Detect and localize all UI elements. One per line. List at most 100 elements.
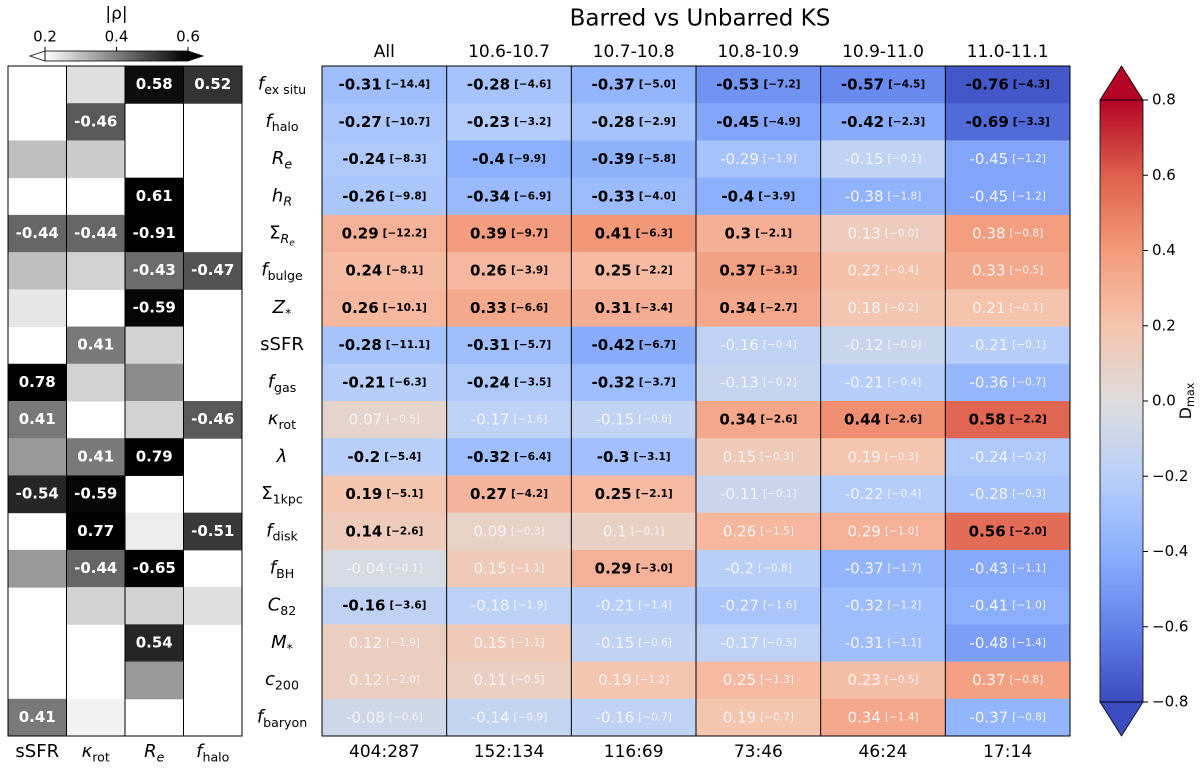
heatmap-cell xyxy=(571,140,697,179)
colorbar-tick-label: −0.8 xyxy=(1152,693,1188,711)
cell-bracket: [−3.6] xyxy=(389,600,426,612)
label-main: sSFR xyxy=(260,334,304,355)
cell-value: 0.13 xyxy=(847,224,880,242)
cell-value: 0.19 xyxy=(723,708,756,726)
heatmap-cell xyxy=(446,438,572,476)
cell-bracket: [−0.8] xyxy=(1010,674,1044,686)
cell-bracket: [−0.1] xyxy=(1012,339,1046,351)
heatmap-cell xyxy=(820,66,946,104)
colorbar-tick-label: −0.4 xyxy=(1152,542,1188,560)
cell-value: -0.37 xyxy=(969,708,1008,726)
heatmap-cell xyxy=(446,177,572,216)
label-sub: bulge xyxy=(268,268,303,283)
cell-label: -0.16 [−0.7] xyxy=(595,708,672,726)
cell-value: 0.12 xyxy=(349,633,382,651)
cell-value: -0.26 xyxy=(342,187,385,205)
heatmap-cell xyxy=(125,289,184,328)
row-label: Σ1kpc xyxy=(261,483,303,506)
heatmap-cell xyxy=(125,661,184,700)
heatmap-cell xyxy=(322,587,448,625)
heatmap-cell xyxy=(696,289,822,328)
cell-bracket: [−1.0] xyxy=(1012,600,1046,612)
cell-value: -0.28 xyxy=(467,75,510,93)
cell-value: 0.3 xyxy=(725,224,752,242)
heatmap-cell xyxy=(66,103,126,141)
heatmap-cell xyxy=(696,103,822,141)
heatmap-cell xyxy=(446,661,572,700)
cell-bracket: [−0.4] xyxy=(888,488,922,500)
heatmap-cell xyxy=(125,177,184,216)
heatmap-cell xyxy=(8,363,67,402)
cell-value: -0.34 xyxy=(467,187,510,205)
cell-bracket: [−4.6] xyxy=(514,79,551,91)
cell-label: -0.42 [−6.7] xyxy=(592,336,676,354)
heatmap-cell xyxy=(945,363,1071,402)
column-footer: 404:287 xyxy=(349,742,420,762)
cell-label: 0.26 [−1.5] xyxy=(723,522,794,540)
cell-label: 0.56 [−2.0] xyxy=(969,522,1047,540)
heatmap-cell xyxy=(183,512,243,551)
cell-label: -0.46 xyxy=(74,112,117,130)
heatmap-cell xyxy=(820,438,946,476)
label-main: f xyxy=(270,558,279,579)
cell-value: 0.39 xyxy=(470,224,507,242)
label-sub: * xyxy=(287,640,293,655)
heatmap-cell xyxy=(820,252,946,290)
heatmap-cell xyxy=(696,661,822,700)
cell-bracket: [−2.1] xyxy=(636,488,673,500)
label-sub: * xyxy=(285,305,291,320)
cell-bracket: [−2.6] xyxy=(885,414,922,426)
heatmap-cell xyxy=(820,512,946,551)
cell-bracket: [−1.6] xyxy=(763,600,797,612)
row-label: fbulge xyxy=(261,260,303,283)
cell-bracket: [−9.8] xyxy=(389,190,426,202)
cell-label: 0.79 xyxy=(136,447,173,465)
cell-value: -0.42 xyxy=(841,112,884,130)
heatmap-cell xyxy=(696,698,822,737)
heatmap-cell xyxy=(696,363,822,402)
label-sub: BH xyxy=(276,565,294,580)
cell-bracket: [−0.8] xyxy=(758,563,792,575)
cell-bracket: [−14.4] xyxy=(386,79,430,91)
heatmap-cell xyxy=(322,401,448,439)
heatmap-cell xyxy=(820,140,946,179)
cell-label: -0.2 [−5.4] xyxy=(347,447,421,465)
cell-bracket: [−0.1] xyxy=(1010,302,1044,314)
heatmap-cell xyxy=(446,475,572,514)
cell-bracket: [−0.7] xyxy=(760,711,794,723)
row-label: λ xyxy=(276,446,288,467)
cell-label: 0.41 xyxy=(77,336,114,354)
heatmap-cell xyxy=(66,252,126,290)
cell-value: -0.21 xyxy=(595,596,634,614)
heatmap-cell xyxy=(446,326,572,365)
cell-value: -0.3 xyxy=(597,447,630,465)
cell-label: -0.45 [−1.2] xyxy=(969,187,1046,205)
cell-label: -0.21 [−0.1] xyxy=(969,336,1046,354)
heatmap-cell xyxy=(322,363,448,402)
cell-value: 0.21 xyxy=(972,298,1005,316)
label-sub: max xyxy=(1184,382,1197,407)
colorbar-tick-label: 0.2 xyxy=(1152,316,1176,334)
heatmap-cell xyxy=(183,252,243,290)
cell-label: 0.58 xyxy=(136,75,173,93)
cell-value: -0.31 xyxy=(339,75,382,93)
colorbar-extend-low xyxy=(1099,701,1144,737)
row-label: fgas xyxy=(268,371,297,394)
heatmap-cell xyxy=(945,475,1071,514)
heatmap-cell xyxy=(8,289,67,328)
label-main: λ xyxy=(276,446,288,467)
cell-label: 0.29 [−12.2] xyxy=(342,224,427,242)
cell-bracket: [−0.2] xyxy=(1012,451,1046,463)
colorbar-extend-low xyxy=(28,50,46,62)
row-label: M* xyxy=(271,632,293,655)
heatmap-cell xyxy=(125,512,184,551)
cell-bracket: [−2.1] xyxy=(755,228,792,240)
cell-bracket: [−3.4] xyxy=(636,302,673,314)
cell-label: -0.59 xyxy=(74,485,117,503)
heatmap-cell xyxy=(820,214,946,253)
heatmap-cell xyxy=(571,214,697,253)
cell-value: -0.32 xyxy=(467,447,510,465)
cell-label: -0.46 xyxy=(191,410,234,428)
cell-bracket: [−0.8] xyxy=(1012,711,1046,723)
cell-label: -0.28 [−2.9] xyxy=(592,112,676,130)
